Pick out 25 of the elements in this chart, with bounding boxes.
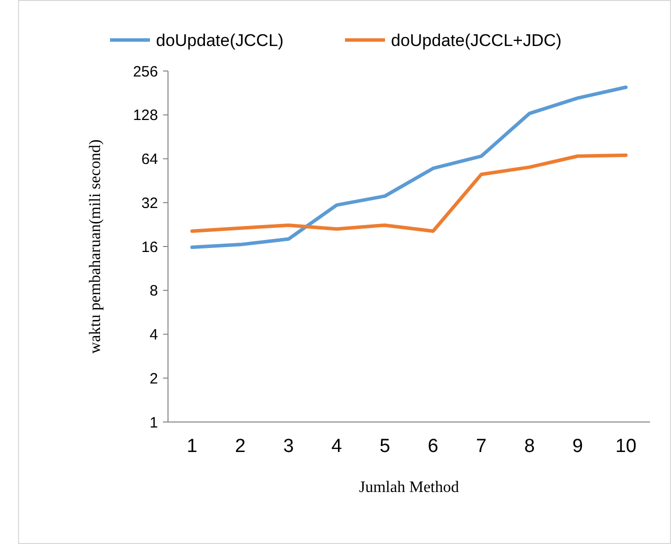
y-tick-label: 16 <box>141 238 158 256</box>
x-tick-label: 2 <box>235 436 246 457</box>
legend-label: doUpdate(JCCL) <box>156 30 284 50</box>
x-tick-label: 9 <box>572 436 583 457</box>
y-tick-label: 256 <box>132 63 158 80</box>
x-tick-label: 7 <box>476 436 487 457</box>
y-tick-label: 32 <box>141 194 158 212</box>
y-tick-label: 64 <box>141 151 158 168</box>
legend-label: doUpdate(JCCL+JDC) <box>391 30 562 50</box>
line-series <box>190 86 628 250</box>
y-tick-label: 1 <box>150 414 158 432</box>
y-tick-label: 8 <box>150 282 158 300</box>
x-tick-label: 5 <box>380 436 390 457</box>
x-axis-title: Jumlah Method <box>359 479 459 496</box>
y-tick-label: 2 <box>150 370 158 388</box>
y-axis-title: waktu pembaharuan(mili second) <box>87 139 104 354</box>
x-tick-label: 10 <box>615 436 636 457</box>
line-series <box>190 153 628 233</box>
y-tick-label: 4 <box>150 326 158 344</box>
x-tick-label: 1 <box>186 436 198 457</box>
x-tick-label: 4 <box>331 436 342 457</box>
x-tick-label: 8 <box>524 436 535 457</box>
x-tick-label: 6 <box>428 436 438 457</box>
x-tick-label: 3 <box>283 436 294 457</box>
y-tick-label: 128 <box>132 107 158 124</box>
